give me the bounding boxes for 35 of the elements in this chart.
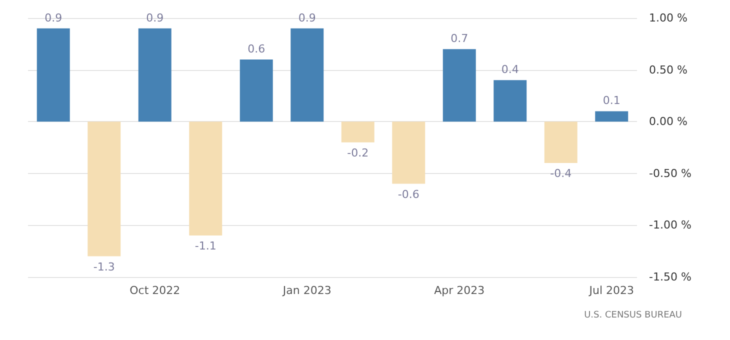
bar — [494, 80, 527, 122]
bar — [392, 122, 426, 184]
bar — [138, 28, 172, 122]
data-label: -0.6 — [398, 188, 420, 201]
data-label: 0.4 — [501, 63, 519, 76]
x-tick-label: Apr 2023 — [434, 284, 485, 297]
bar — [290, 28, 324, 122]
y-tick-label: -1.50 % — [649, 270, 692, 284]
y-tick-label: 0.00 % — [649, 115, 688, 128]
y-tick-label: -1.00 % — [649, 218, 692, 232]
bar — [36, 28, 70, 122]
x-tick-label: Jan 2023 — [282, 284, 332, 297]
data-label: 0.6 — [248, 42, 266, 56]
bar — [240, 59, 273, 122]
data-label: 0.9 — [298, 11, 316, 24]
y-tick-label: 1.00 % — [649, 12, 688, 24]
data-label: -0.4 — [550, 167, 572, 180]
data-label: -1.1 — [194, 240, 216, 253]
x-tick-label: Jul 2023 — [588, 284, 634, 297]
bar — [88, 122, 121, 256]
data-label: -1.3 — [93, 260, 115, 274]
y-tick-label: 0.50 % — [649, 63, 688, 76]
text: U.S. CENSUS BUREAU — [584, 310, 682, 320]
data-label: 0.9 — [146, 11, 164, 24]
bar — [442, 49, 476, 122]
data-label: 0.9 — [44, 11, 62, 24]
x-tick-label: Oct 2022 — [130, 284, 180, 297]
bar — [189, 122, 222, 236]
data-label: 0.1 — [602, 94, 620, 108]
bar — [544, 122, 578, 164]
bar — [341, 122, 374, 142]
data-label: -0.2 — [347, 146, 369, 160]
data-label: 0.7 — [450, 32, 468, 46]
bar — [595, 111, 628, 122]
y-tick-label: -0.50 % — [649, 166, 692, 180]
